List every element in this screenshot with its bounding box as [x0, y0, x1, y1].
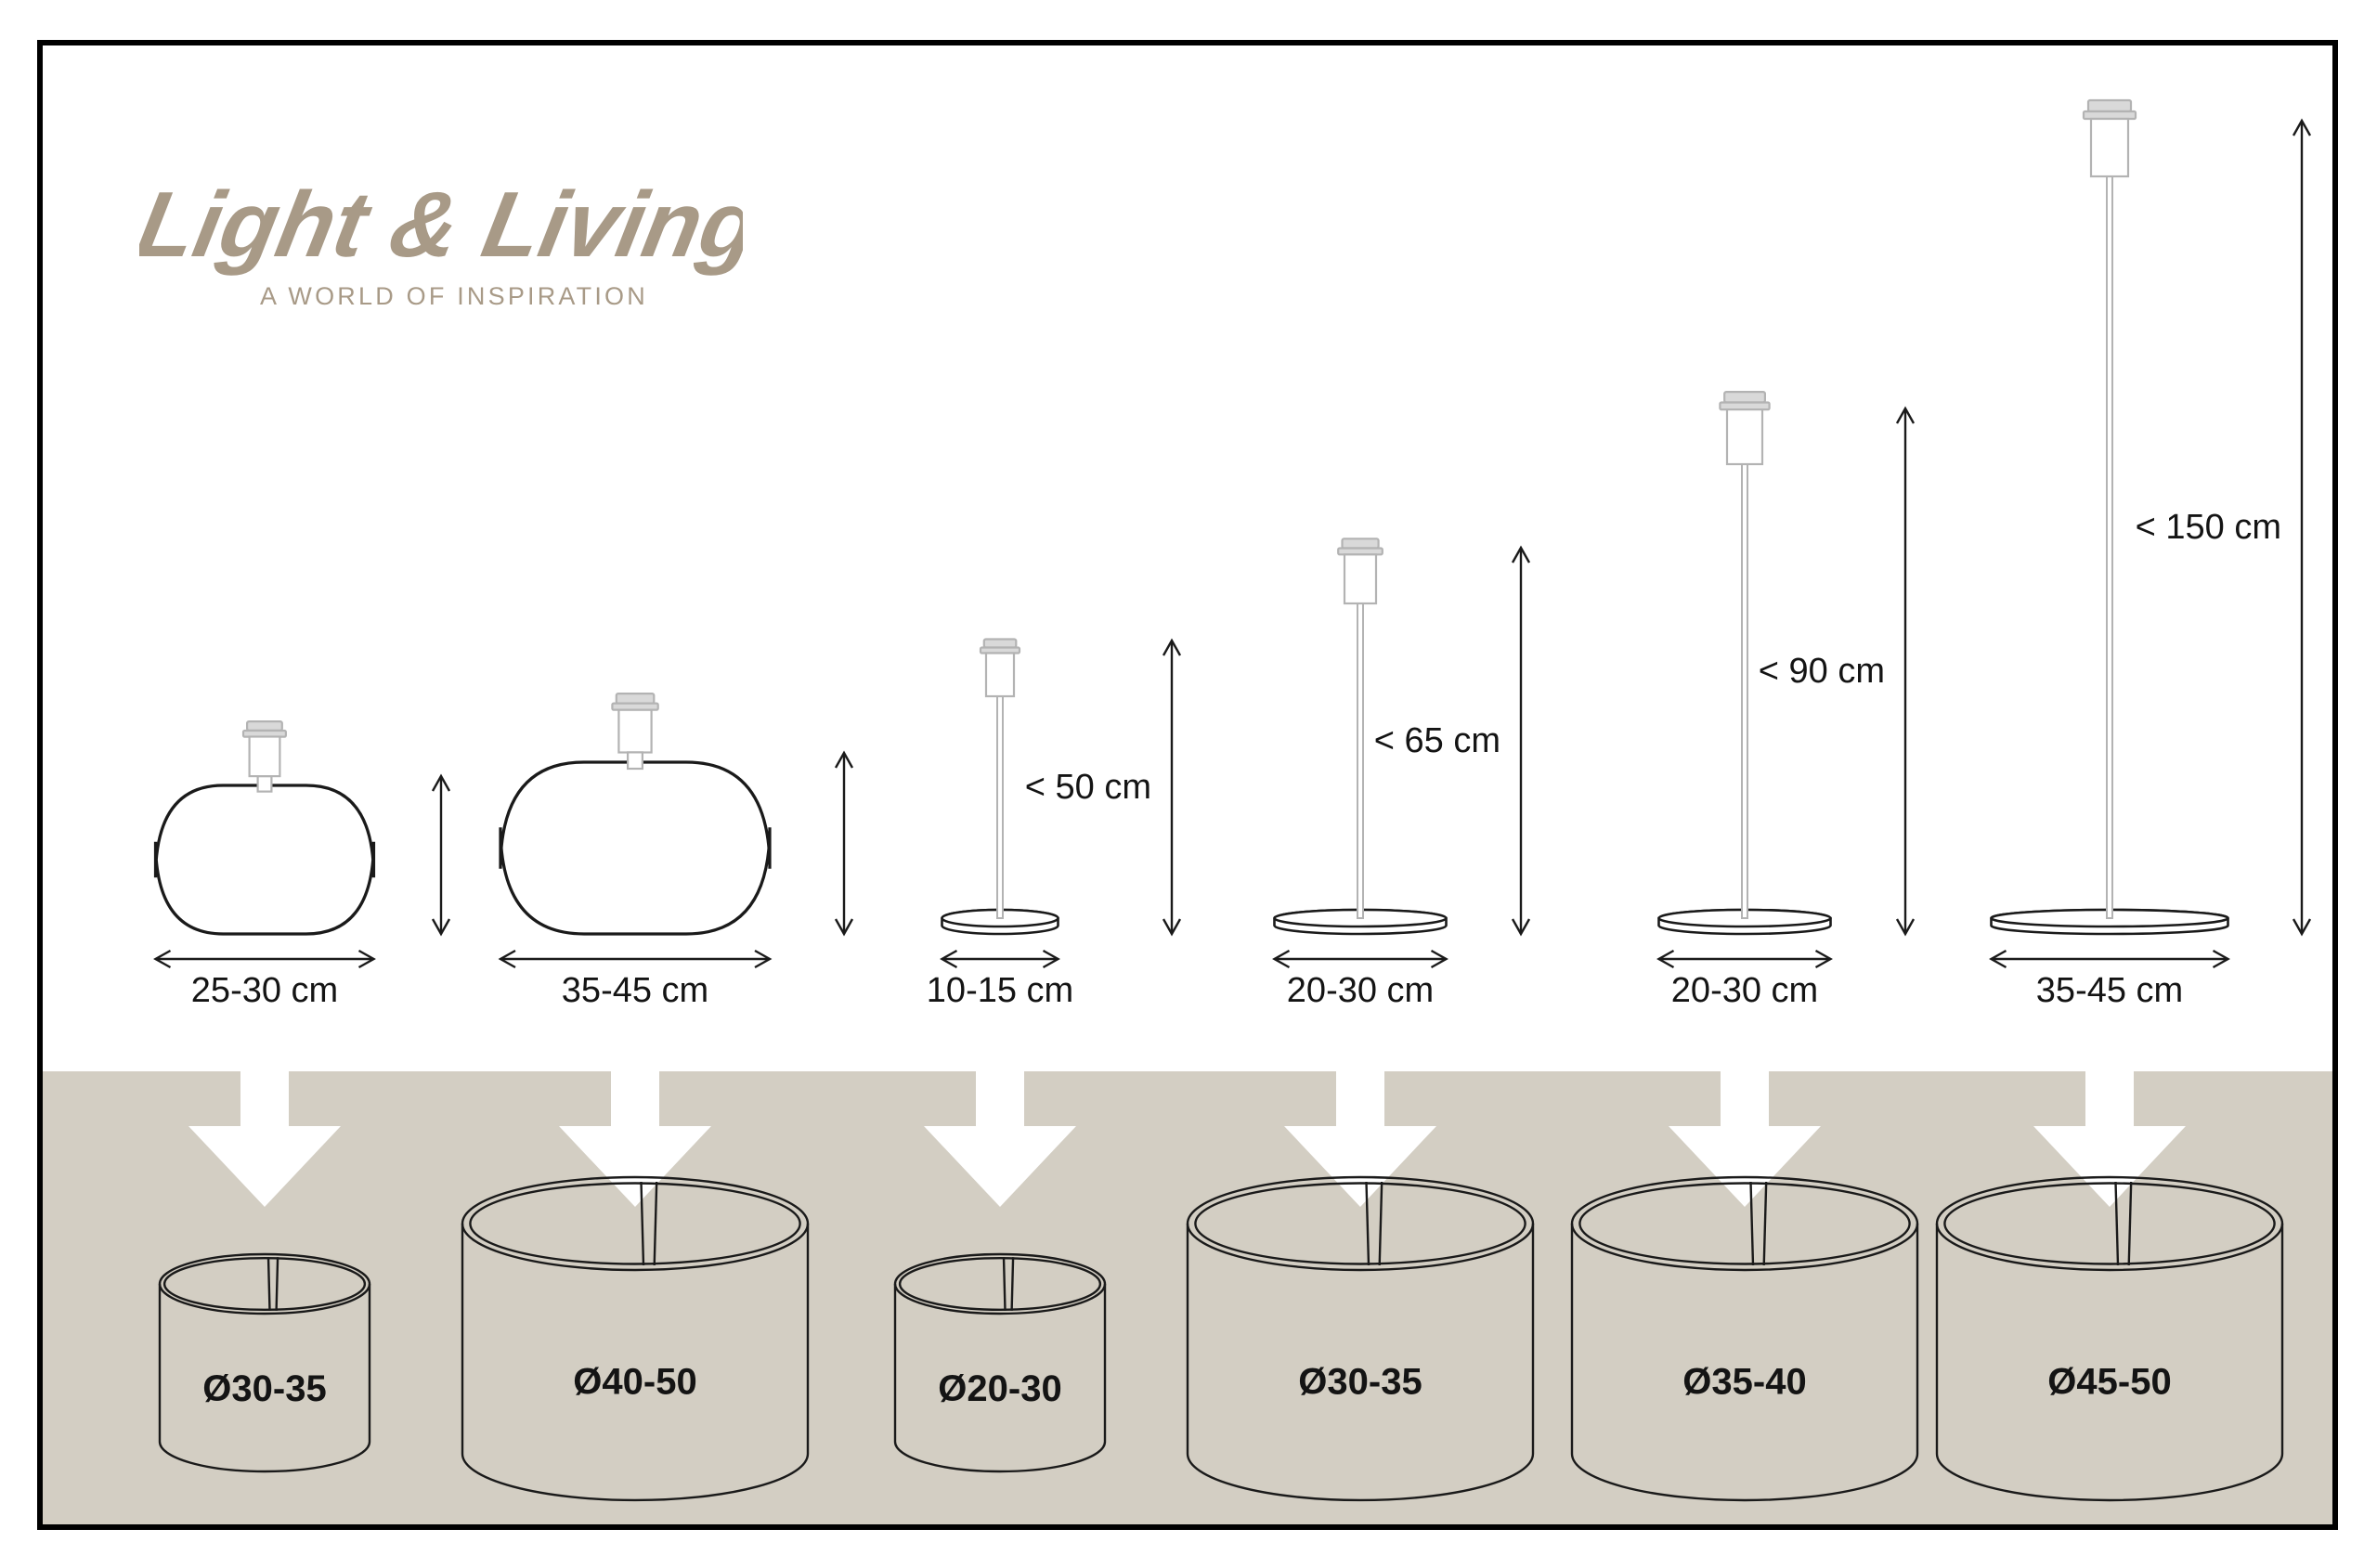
- svg-text:< 65 cm: < 65 cm: [1374, 721, 1500, 760]
- svg-text:A WORLD OF INSPIRATION: A WORLD OF INSPIRATION: [260, 282, 648, 310]
- svg-text:Light & Living: Light & Living: [139, 174, 743, 277]
- svg-text:Ø30-35: Ø30-35: [202, 1368, 326, 1409]
- svg-text:20-30 cm: 20-30 cm: [1287, 971, 1434, 1010]
- svg-text:< 50 cm: < 50 cm: [1025, 768, 1151, 807]
- svg-text:Ø20-30: Ø20-30: [938, 1368, 1061, 1409]
- svg-text:25-30 cm: 25-30 cm: [191, 971, 338, 1010]
- svg-text:Ø40-50: Ø40-50: [573, 1362, 696, 1403]
- svg-text:Ø45-50: Ø45-50: [2047, 1362, 2171, 1403]
- svg-text:Ø30-35: Ø30-35: [1298, 1362, 1422, 1403]
- svg-text:Ø35-40: Ø35-40: [1682, 1362, 1806, 1403]
- svg-text:20-30 cm: 20-30 cm: [1671, 971, 1818, 1010]
- svg-text:< 150 cm: < 150 cm: [2136, 508, 2281, 547]
- svg-text:35-45 cm: 35-45 cm: [562, 971, 708, 1010]
- svg-text:10-15 cm: 10-15 cm: [927, 971, 1073, 1010]
- svg-text:< 90 cm: < 90 cm: [1759, 652, 1885, 691]
- svg-text:35-45 cm: 35-45 cm: [2036, 971, 2183, 1010]
